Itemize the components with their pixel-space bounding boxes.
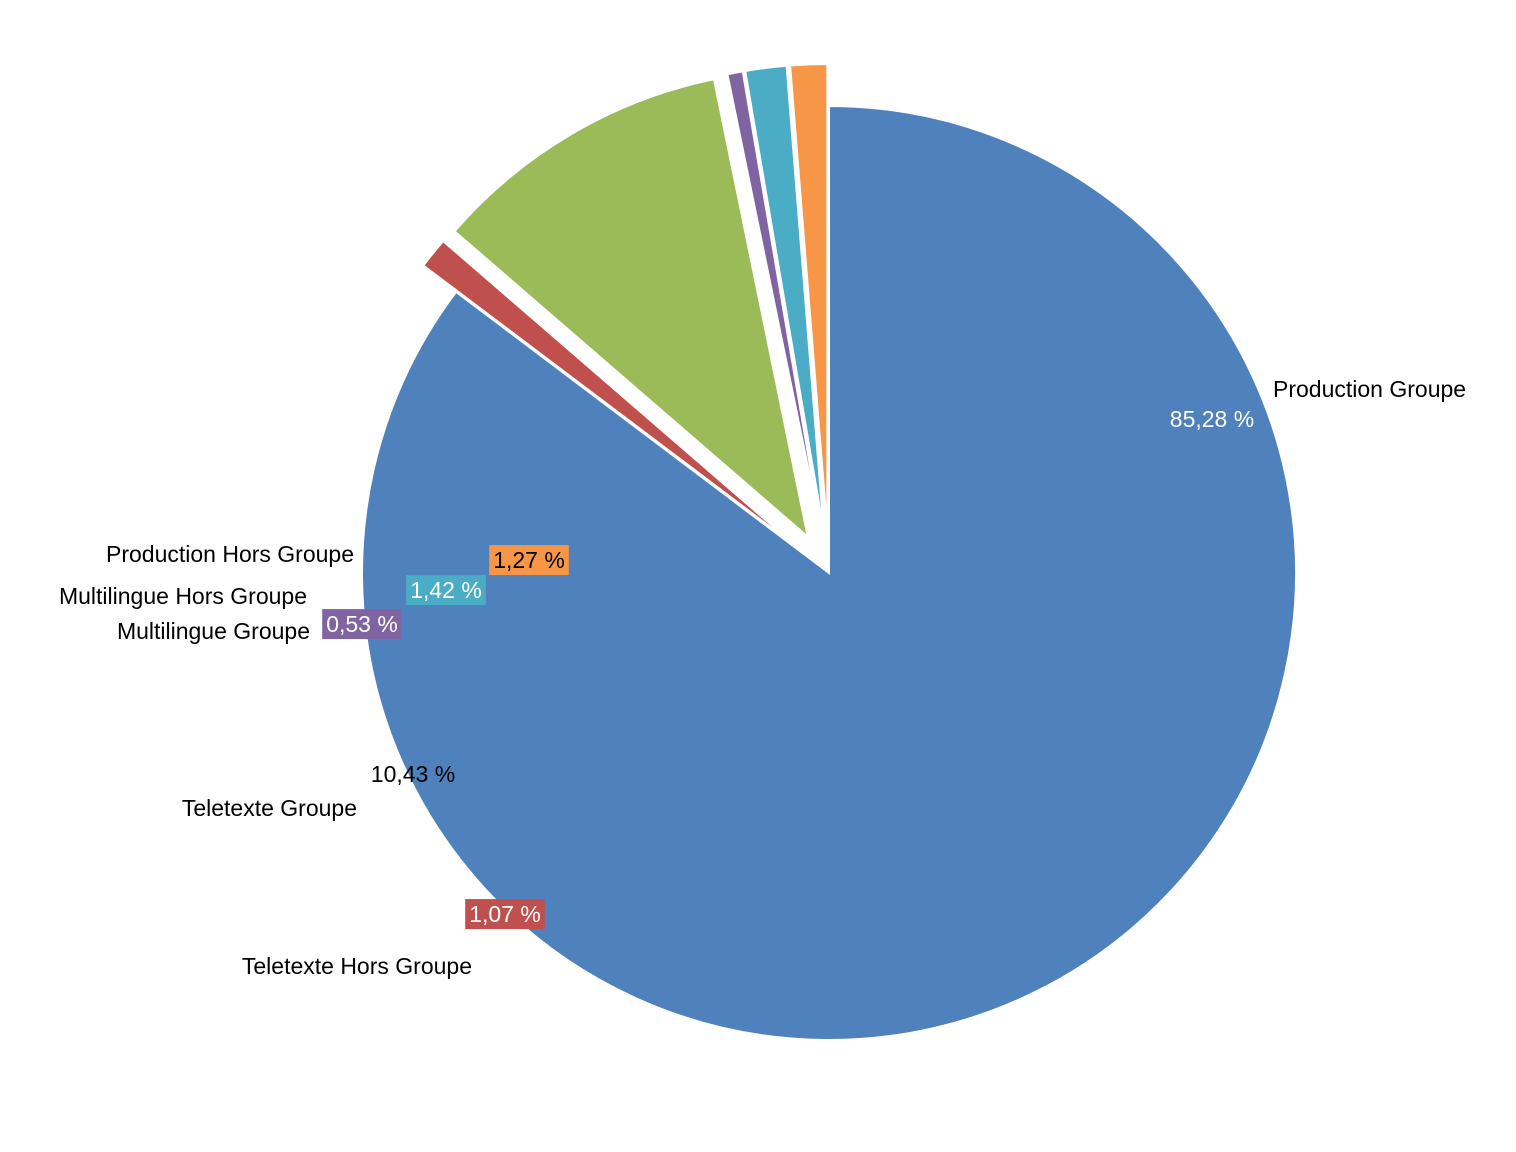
slice-multilingue-hors-groupe [744, 64, 825, 532]
category-label-production-hors-groupe: Production Hors Groupe [106, 541, 354, 567]
slice-teletexte-hors-groupe [422, 239, 797, 548]
value-label-teletexte-groupe: 10,43 % [371, 761, 455, 787]
category-label-multilingue-hors-groupe: Multilingue Hors Groupe [59, 583, 307, 609]
value-label-bg-teletexte-hors-groupe [465, 899, 545, 930]
value-label-production-hors-groupe: 1,27 % [493, 547, 565, 573]
value-label-bg-multilingue-hors-groupe [406, 575, 486, 606]
slice-multilingue-groupe [726, 70, 823, 532]
category-label-teletexte-hors-groupe: Teletexte Hors Groupe [242, 953, 472, 979]
value-label-bg-multilingue-groupe [322, 609, 402, 640]
value-label-bg-production-hors-groupe [489, 545, 569, 576]
category-label-teletexte-groupe: Teletexte Groupe [182, 795, 357, 821]
slice-production-hors-groupe [789, 63, 829, 532]
category-labels: Production Groupe Teletexte Hors Groupe Te… [59, 376, 1466, 979]
slice-production-groupe [361, 104, 1297, 1041]
value-label-multilingue-groupe: 0,53 % [326, 611, 398, 637]
category-label-multilingue-groupe: Multilingue Groupe [117, 618, 310, 644]
pie-slices [361, 63, 1297, 1041]
value-label-teletexte-hors-groupe: 1,07 % [469, 901, 541, 927]
slice-teletexte-groupe [453, 78, 810, 540]
category-label-production-groupe: Production Groupe [1273, 376, 1466, 402]
value-labels: 85,28 % 1,07 % 10,43 % 0,53 % 1,42 % 1,27 % [322, 406, 1254, 930]
value-label-multilingue-hors-groupe: 1,42 % [410, 577, 482, 603]
value-label-production-groupe: 85,28 % [1170, 406, 1254, 432]
